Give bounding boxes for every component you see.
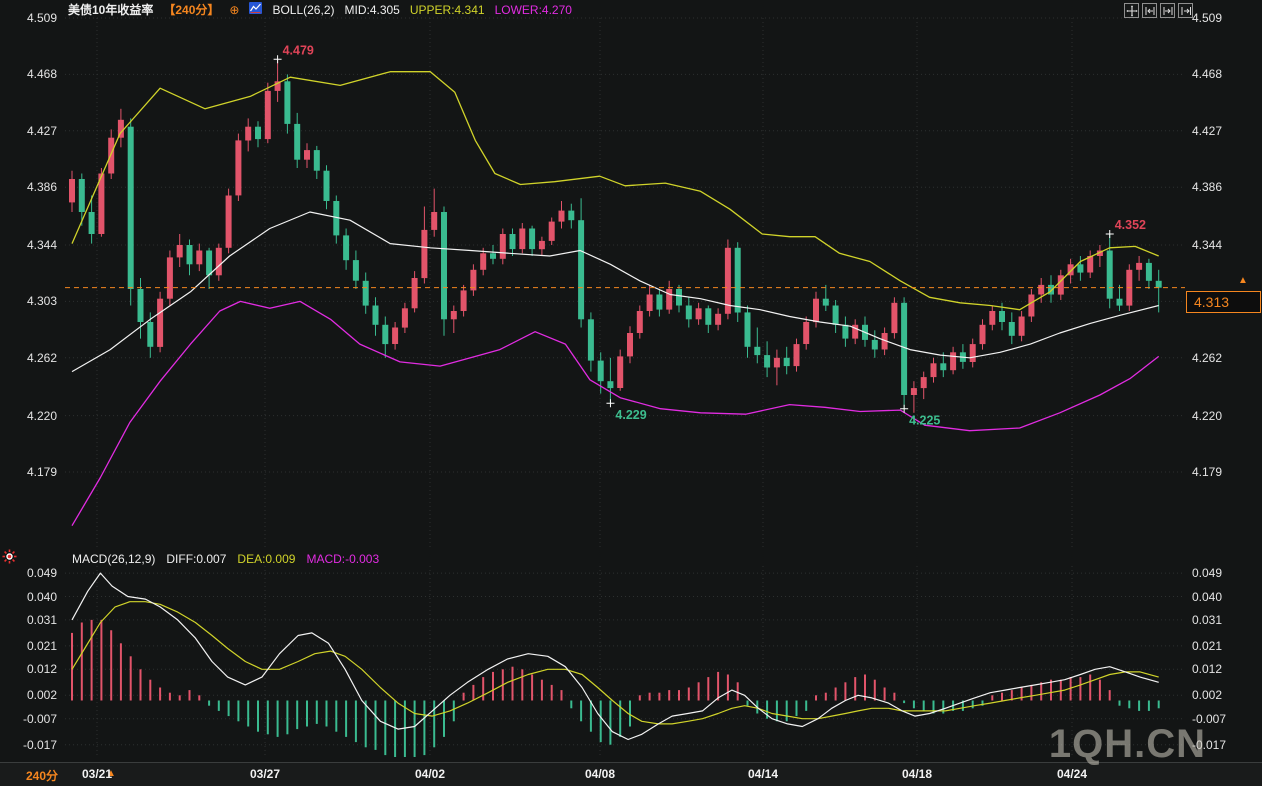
axis-tick-label: 0.012 (26, 662, 57, 677)
boll-upper-value: UPPER:4.341 (409, 2, 485, 17)
macd-dea-value: DEA:0.009 (237, 551, 296, 566)
macd-macd-value: MACD:-0.003 (306, 551, 380, 566)
axis-tick-label: 0.002 (26, 688, 57, 703)
axis-tick-label: -0.007 (1192, 711, 1227, 726)
arrow-left-bar-icon (1145, 6, 1154, 15)
right-price-axis: 4.5094.4684.4274.3864.3444.3034.2624.220… (1190, 0, 1262, 786)
indicator-chart-icon[interactable] (249, 2, 263, 17)
link-toggle-icon[interactable]: ⊕ (229, 2, 240, 17)
main-chart-header: 美债10年收益率 【240分】 ⊕ BOLL(26,2) MID:4.305 U… (68, 1, 572, 18)
axis-tick-label: 4.179 (1192, 465, 1223, 479)
axis-tick-label: 0.040 (26, 589, 57, 604)
axis-tick-label: 0.040 (1192, 589, 1223, 604)
chart-toolbar (1124, 3, 1193, 18)
boll-mid-value: MID:4.305 (344, 2, 400, 17)
compress-scale-left-button[interactable] (1142, 3, 1157, 18)
axis-tick-label: 0.049 (26, 566, 57, 581)
expand-scale-right-button[interactable] (1160, 3, 1175, 18)
macd-histogram (71, 619, 1160, 757)
footer-period-label[interactable]: 240分 (26, 769, 59, 783)
candlestick-series (69, 59, 1162, 413)
axis-tick-label: 4.427 (1192, 123, 1223, 138)
date-axis-label: 04/24 (1056, 767, 1088, 781)
svg-text:4.229: 4.229 (615, 408, 646, 422)
axis-tick-label: -0.007 (22, 711, 57, 726)
date-axis-label: 03/27 (249, 767, 281, 781)
crosshair-icon (1126, 5, 1137, 16)
gridlines (65, 17, 1185, 758)
macd-diff-value: DIFF:0.007 (166, 551, 227, 566)
axis-tick-label: 4.468 (26, 67, 57, 82)
axis-tick-label: 4.509 (1192, 11, 1223, 25)
axis-tick-label: 4.468 (1192, 67, 1223, 82)
axis-tick-label: 4.303 (26, 294, 57, 309)
axis-tick-label: 0.012 (1192, 662, 1223, 677)
session-status-icon (1, 548, 18, 570)
price-annotations: 4.479 4.229 4.225 4.352 (273, 43, 1146, 428)
axis-tick-label: 4.179 (26, 465, 57, 479)
pan-right-button[interactable] (1178, 3, 1193, 18)
period-tag[interactable]: 【240分】 (163, 3, 220, 17)
watermark: 1QH.CN (1048, 722, 1206, 766)
date-axis-label: 04/18 (901, 767, 933, 781)
axis-tick-label: 4.220 (26, 408, 57, 423)
axis-tick-label: 4.509 (26, 11, 57, 25)
axis-tick-label: 4.427 (26, 123, 57, 138)
axis-tick-label: 4.386 (26, 180, 57, 195)
boll-label: BOLL(26,2) (272, 2, 335, 17)
boll-bands (71, 71, 1160, 527)
macd-lines (71, 572, 1159, 741)
date-axis-label: 04/14 (747, 767, 779, 781)
crosshair-move-button[interactable] (1124, 3, 1139, 18)
svg-text:4.352: 4.352 (1115, 218, 1146, 232)
svg-text:4.479: 4.479 (283, 43, 314, 57)
date-axis-label: 04/02 (414, 767, 446, 781)
axis-tick-label: 0.021 (26, 638, 57, 653)
date-axis-label: 04/08 (584, 767, 616, 781)
last-price-tag: 4.313 (1186, 291, 1261, 313)
axis-tick-label: -0.017 (1192, 737, 1227, 752)
arrow-right-bar-icon (1163, 6, 1172, 15)
price-up-arrow-icon: ▲ (1238, 275, 1248, 286)
date-axis-label: 03/21 (81, 767, 113, 781)
axis-tick-label: 4.262 (1192, 350, 1223, 365)
axis-tick-label: 0.021 (1192, 638, 1223, 653)
axis-tick-label: 0.049 (1192, 566, 1223, 581)
left-price-axis: 4.509 4.468 4.427 4.386 4.344 4.303 4.262 4.220… (0, 0, 60, 786)
axis-tick-label: 0.031 (26, 612, 57, 627)
axis-tick-label: -0.017 (22, 737, 57, 752)
footer-period-arrow-icon[interactable]: ▲ (106, 768, 116, 779)
macd-label: MACD(26,12,9) (72, 551, 156, 566)
arrow-exit-right-icon (1181, 6, 1191, 15)
svg-text:4.225: 4.225 (909, 414, 940, 428)
instrument-title: 美债10年收益率 (68, 3, 154, 17)
boll-lower-value: LOWER:4.270 (494, 2, 572, 17)
axis-tick-label: 4.262 (26, 350, 57, 365)
axis-tick-label: 4.344 (26, 238, 57, 252)
axis-tick-label: 4.386 (1192, 180, 1223, 195)
axis-tick-label: 0.002 (1192, 688, 1223, 703)
time-axis-bar: 240分 ▲ 03/21 03/27 04/02 04/08 04/14 04/18 04/… (0, 762, 1262, 786)
axis-tick-label: 4.220 (1192, 408, 1223, 423)
macd-header: MACD(26,12,9) DIFF:0.007 DEA:0.009 MACD:… (72, 551, 379, 566)
axis-tick-label: 4.344 (1192, 238, 1223, 252)
axis-tick-label: 0.031 (1192, 612, 1223, 627)
